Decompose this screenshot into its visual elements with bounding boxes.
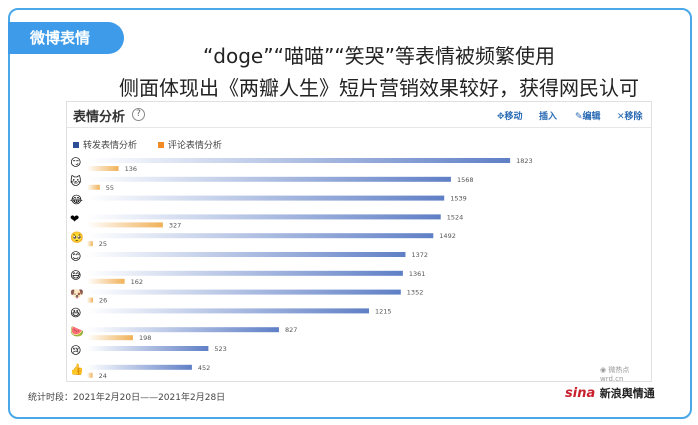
repost-value-label-2: 1539	[450, 195, 467, 203]
legend-item-repost[interactable]: 转发表情分析	[73, 141, 137, 151]
repost-bar-0[interactable]	[87, 158, 511, 163]
sina-logo-cn: 新浪舆情通	[599, 387, 655, 400]
help-icon[interactable]: ?	[132, 108, 145, 121]
comment-bar-6[interactable]	[87, 278, 125, 284]
comment-value-label-3: 327	[169, 221, 181, 229]
repost-value-label-9: 827	[285, 326, 297, 334]
repost-bar-1[interactable]	[87, 176, 451, 182]
repost-bar-4[interactable]	[87, 233, 434, 239]
emoji-icon-3: ❤	[70, 212, 79, 225]
repost-bar-8[interactable]	[87, 308, 370, 314]
repost-value-label-1: 1568	[457, 176, 474, 184]
comment-bar-0[interactable]	[87, 166, 119, 171]
insert-button[interactable]: 插入	[539, 112, 558, 122]
chart-legend: 转发表情分析 评论表情分析	[73, 138, 240, 151]
legend-swatch-repost	[73, 142, 79, 148]
emoji-icon-6: 😅	[70, 269, 81, 282]
topic-tag: 微博表情	[8, 22, 124, 54]
comment-value-label-7: 26	[99, 297, 107, 305]
comment-bar-9[interactable]	[87, 335, 133, 341]
panel-header: 表情分析 ? ✥移动 插入 ✎编辑 ✕移除	[67, 102, 651, 128]
repost-value-label-5: 1372	[411, 251, 428, 259]
repost-value-label-3: 1524	[447, 213, 464, 221]
sina-logo: sina 新浪舆情通	[565, 385, 655, 401]
repost-value-label-10: 523	[214, 345, 226, 353]
headline-line-1: “doge”“喵喵”“笑哭”等表情被频繁使用	[202, 44, 556, 68]
comment-value-label-9: 198	[139, 334, 151, 342]
comment-bar-7[interactable]	[87, 297, 94, 303]
repost-bar-6[interactable]	[87, 270, 403, 276]
emoji-icon-8: 😆	[70, 306, 81, 319]
emoji-icon-11: 👍	[70, 363, 84, 376]
emoji-analysis-panel: 表情分析 ? ✥移动 插入 ✎编辑 ✕移除 转发表情分析 评论表情分析 😏 182…	[66, 101, 652, 383]
emoji-icon-4: 🥺	[70, 231, 84, 244]
repost-bar-3[interactable]	[87, 214, 441, 220]
edit-button[interactable]: ✎编辑	[575, 112, 601, 122]
emoji-icon-7: 🐶	[70, 288, 84, 301]
legend-label-repost: 转发表情分析	[83, 141, 138, 151]
repost-bar-7[interactable]	[87, 289, 401, 295]
legend-label-comment: 评论表情分析	[167, 141, 222, 151]
comment-bar-4[interactable]	[87, 241, 93, 247]
comment-value-label-0: 136	[125, 165, 137, 173]
headline-line-2: 侧面体现出《两瓣人生》短片营销效果较好，获得网民认可	[119, 76, 639, 100]
repost-value-label-11: 452	[198, 364, 210, 372]
emoji-icon-10: 😢	[70, 344, 81, 357]
comment-bar-3[interactable]	[87, 222, 163, 228]
stat-period-note: 统计时段：2021年2月20日——2021年2月28日	[28, 393, 226, 403]
legend-item-comment[interactable]: 评论表情分析	[157, 141, 222, 151]
remove-button[interactable]: ✕移除	[617, 112, 643, 122]
emoji-icon-5: 😊	[70, 250, 81, 263]
repost-value-label-7: 1352	[407, 289, 424, 297]
panel-title: 表情分析	[73, 110, 126, 125]
comment-value-label-6: 162	[131, 278, 143, 286]
comment-bar-11[interactable]	[87, 372, 93, 378]
repost-value-label-0: 1823	[516, 157, 533, 165]
repost-bar-10[interactable]	[87, 346, 209, 351]
emoji-icon-9: 🍉	[70, 325, 84, 338]
emoji-icon-0: 😏	[70, 156, 81, 169]
repost-bar-2[interactable]	[87, 195, 445, 201]
legend-swatch-comment	[157, 142, 164, 148]
bar-chart: 😏 1823 136 🐱 1568 55 😂 1539 ❤ 1524 327 🥺 1492 25 😊 1372…	[70, 156, 533, 380]
repost-bar-9[interactable]	[87, 327, 279, 333]
comment-value-label-11: 24	[99, 372, 107, 380]
comment-value-label-1: 55	[106, 184, 114, 192]
repost-value-label-6: 1361	[409, 270, 426, 278]
repost-value-label-8: 1215	[375, 307, 392, 315]
sina-logo-text: sina	[565, 386, 596, 401]
emoji-icon-1: 🐱	[70, 175, 82, 188]
repost-bar-5[interactable]	[87, 252, 406, 257]
comment-bar-1[interactable]	[87, 184, 100, 190]
move-button[interactable]: ✥移动	[497, 112, 523, 122]
emoji-icon-2: 😂	[70, 194, 83, 207]
repost-value-label-4: 1492	[439, 232, 456, 240]
watermark: ◉ 微热点 wrd.cn	[600, 366, 630, 383]
comment-value-label-4: 25	[99, 240, 107, 248]
repost-bar-11[interactable]	[87, 364, 192, 370]
